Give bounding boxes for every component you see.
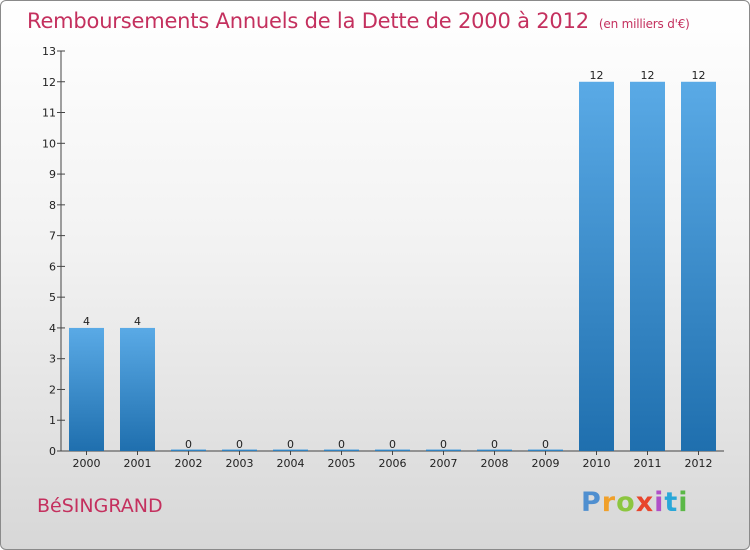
x-tick-label-2007: 2007 bbox=[430, 457, 458, 470]
x-tick-label-2000: 2000 bbox=[73, 457, 101, 470]
y-tick-label: 12 bbox=[42, 76, 56, 89]
data-label-2004: 0 bbox=[287, 438, 294, 451]
y-tick-label: 10 bbox=[42, 137, 56, 150]
y-tick-label: 7 bbox=[49, 230, 56, 243]
x-tick-label-2011: 2011 bbox=[634, 457, 662, 470]
data-label-2008: 0 bbox=[491, 438, 498, 451]
chart-title: Remboursements Annuels de la Dette de 20… bbox=[27, 9, 690, 33]
bar-2002 bbox=[171, 449, 206, 451]
x-tick-label-2001: 2001 bbox=[124, 457, 152, 470]
bar-2001 bbox=[120, 327, 155, 451]
data-label-2006: 0 bbox=[389, 438, 396, 451]
y-tick-label: 3 bbox=[49, 353, 56, 366]
bar-2007 bbox=[426, 449, 461, 451]
bar-2011 bbox=[630, 81, 665, 452]
y-tick-label: 5 bbox=[49, 291, 56, 304]
x-tick-label-2004: 2004 bbox=[277, 457, 305, 470]
y-tick-label: 1 bbox=[49, 414, 56, 427]
bar-2005 bbox=[324, 449, 359, 451]
data-label-2003: 0 bbox=[236, 438, 243, 451]
data-label-2005: 0 bbox=[338, 438, 345, 451]
bar-2004 bbox=[273, 449, 308, 451]
bar-2008 bbox=[477, 449, 512, 451]
proxiti-logo: Proxiti bbox=[581, 487, 689, 518]
x-tick-label-2009: 2009 bbox=[532, 457, 560, 470]
x-tick-label-2010: 2010 bbox=[583, 457, 611, 470]
y-tick-label: 6 bbox=[49, 260, 56, 273]
x-tick-label-2005: 2005 bbox=[328, 457, 356, 470]
data-label-2002: 0 bbox=[185, 438, 192, 451]
x-tick-label-2012: 2012 bbox=[685, 457, 713, 470]
y-tick-label: 2 bbox=[49, 383, 56, 396]
bar-2012 bbox=[681, 81, 716, 452]
y-tick-label: 13 bbox=[42, 45, 56, 58]
bar-2006 bbox=[375, 449, 410, 451]
data-label-2009: 0 bbox=[542, 438, 549, 451]
x-tick-label-2006: 2006 bbox=[379, 457, 407, 470]
data-label-2001: 4 bbox=[134, 315, 141, 328]
y-tick-label: 8 bbox=[49, 199, 56, 212]
data-label-2007: 0 bbox=[440, 438, 447, 451]
y-tick-label: 0 bbox=[49, 445, 56, 458]
y-tick-label: 4 bbox=[49, 322, 56, 335]
bar-2003 bbox=[222, 449, 257, 451]
bar-2000 bbox=[69, 327, 104, 451]
commune-name: BéSINGRAND bbox=[37, 495, 163, 517]
y-tick-label: 9 bbox=[49, 168, 56, 181]
y-tick-label: 11 bbox=[42, 107, 56, 120]
x-tick-label-2003: 2003 bbox=[226, 457, 254, 470]
x-tick-label-2008: 2008 bbox=[481, 457, 509, 470]
data-label-2010: 12 bbox=[590, 69, 604, 82]
data-label-2000: 4 bbox=[83, 315, 90, 328]
bar-2009 bbox=[528, 449, 563, 451]
chart-title-text: Remboursements Annuels de la Dette de 20… bbox=[27, 9, 589, 33]
data-label-2011: 12 bbox=[641, 69, 655, 82]
chart-labels: 2000 4 2001 4 2002 0 2003 0 2004 0 2005 0 2006 0 2007 0… bbox=[73, 69, 713, 470]
data-label-2012: 12 bbox=[692, 69, 706, 82]
chart-subtitle: (en milliers d'€) bbox=[598, 17, 690, 31]
x-tick-label-2002: 2002 bbox=[175, 457, 203, 470]
chart-bars bbox=[69, 81, 716, 452]
bar-2010 bbox=[579, 81, 614, 452]
